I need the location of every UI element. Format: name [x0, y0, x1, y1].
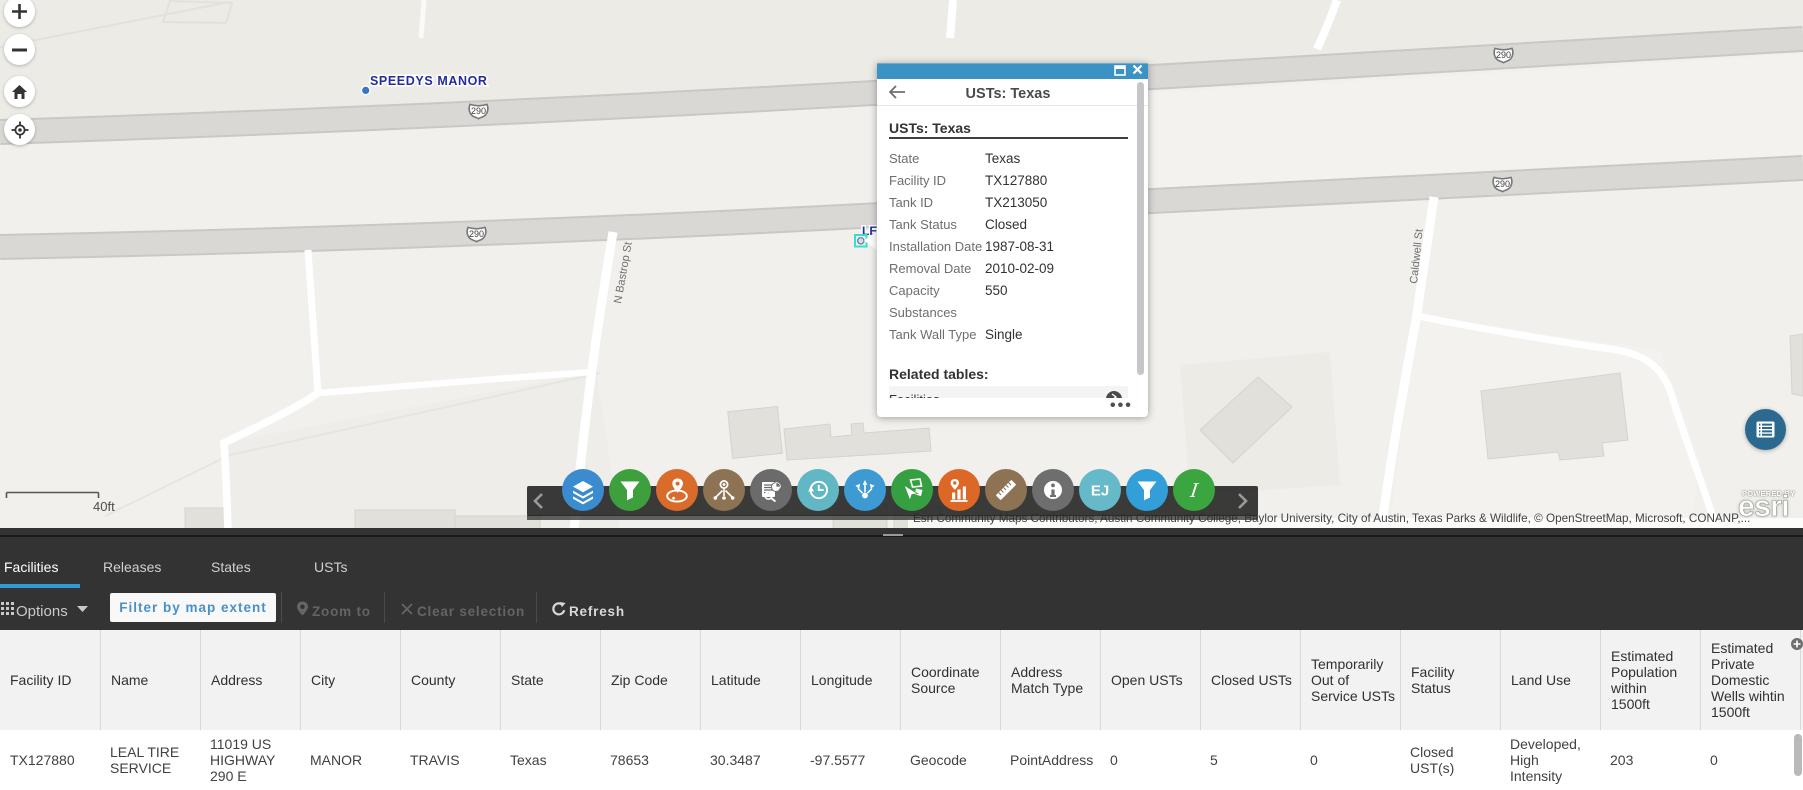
svg-text:290: 290: [1496, 50, 1511, 60]
svg-text:290: 290: [469, 229, 484, 239]
svg-text:290: 290: [1495, 179, 1510, 189]
svg-text:Caldwell St: Caldwell St: [1408, 228, 1426, 284]
svg-text:EJ: EJ: [1091, 483, 1109, 500]
svg-text:290: 290: [471, 106, 486, 116]
svg-text:40ft: 40ft: [93, 499, 115, 514]
svg-text:SPEEDYS MANOR: SPEEDYS MANOR: [370, 74, 488, 88]
